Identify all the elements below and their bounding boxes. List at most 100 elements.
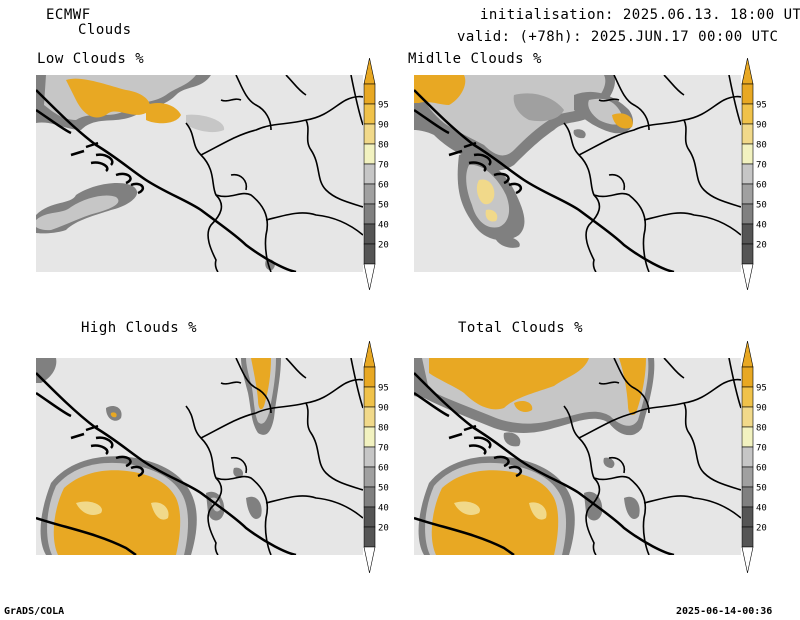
colorbar-middle: 95 90 80 70 60 50 40 20	[740, 57, 767, 291]
colorbar-bottom-arrow	[363, 546, 376, 574]
colorbar-label: 70	[378, 444, 389, 454]
colorbar-top-arrow	[363, 57, 376, 85]
colorbar-segment	[363, 243, 376, 265]
colorbar-segment	[741, 526, 754, 548]
footer-left: GrADS/COLA	[4, 606, 65, 617]
colorbar-segment	[741, 466, 754, 488]
colorbar-segment	[741, 163, 754, 185]
colorbar-label: 90	[756, 121, 767, 131]
colorbar-label: 70	[756, 161, 767, 171]
colorbar-label: 80	[378, 424, 389, 434]
colorbar-segment	[741, 366, 754, 388]
colorbar-segment	[363, 103, 376, 125]
colorbar-segment	[363, 426, 376, 448]
colorbar-segment	[363, 163, 376, 185]
valid-time: valid: (+78h): 2025.JUN.17 00:00 UTC	[457, 29, 779, 45]
colorbar-segment	[363, 406, 376, 428]
colorbar-svg: 95 90 80 70 60 50 40 20	[363, 57, 389, 291]
colorbar-label: 95	[378, 101, 389, 111]
colorbar-top-arrow	[741, 57, 754, 85]
colorbar-label: 80	[756, 141, 767, 151]
colorbar-top-arrow	[363, 340, 376, 368]
colorbar-segment	[741, 123, 754, 145]
colorbar-label: 50	[378, 484, 389, 494]
colorbar-label: 60	[756, 464, 767, 474]
colorbar-label: 20	[756, 524, 767, 534]
model-name: ECMWF	[46, 7, 91, 23]
colorbar-segment	[741, 506, 754, 528]
colorbar-label: 70	[378, 161, 389, 171]
colorbar-segment	[741, 83, 754, 105]
colorbar-segment	[363, 83, 376, 105]
colorbar-top-arrow	[741, 340, 754, 368]
middle-clouds-map	[414, 75, 741, 272]
colorbar-segment	[741, 183, 754, 205]
colorbar-segment	[363, 366, 376, 388]
colorbar-segment	[363, 386, 376, 408]
footer-right: 2025-06-14-00:36	[676, 606, 773, 617]
colorbar-label: 60	[756, 181, 767, 191]
colorbar-label: 50	[756, 484, 767, 494]
colorbar-label: 80	[378, 141, 389, 151]
colorbar-label: 40	[756, 221, 767, 231]
panel-title-low: Low Clouds %	[37, 51, 145, 67]
colorbar-svg: 95 90 80 70 60 50 40 20	[741, 57, 767, 291]
colorbar-bottom-arrow	[741, 263, 754, 291]
colorbar-label: 95	[756, 384, 767, 394]
colorbar-segment	[741, 143, 754, 165]
colorbar-segment	[741, 386, 754, 408]
colorbar-label: 40	[378, 221, 389, 231]
colorbar-segment	[363, 486, 376, 508]
colorbar-segment	[363, 203, 376, 225]
panel-title-high: High Clouds %	[81, 320, 198, 336]
init-time: initialisation: 2025.06.13. 18:00 UTC	[480, 7, 800, 23]
colorbar-svg: 95 90 80 70 60 50 40 20	[363, 340, 389, 574]
colorbar-svg: 95 90 80 70 60 50 40 20	[741, 340, 767, 574]
low-clouds-map	[36, 75, 363, 272]
colorbar-segment	[741, 406, 754, 428]
colorbar-label: 50	[756, 201, 767, 211]
colorbar-bottom-arrow	[363, 263, 376, 291]
colorbar-segment	[363, 123, 376, 145]
colorbar-label: 90	[756, 404, 767, 414]
colorbar-segment	[741, 446, 754, 468]
colorbar-label: 70	[756, 444, 767, 454]
colorbar-segment	[741, 486, 754, 508]
colorbar-label: 95	[756, 101, 767, 111]
high-clouds-map	[36, 358, 363, 555]
colorbar-segment	[363, 446, 376, 468]
colorbar-segment	[741, 223, 754, 245]
colorbar-segment	[363, 526, 376, 548]
panel-title-middle: Midlle Clouds %	[408, 51, 542, 67]
colorbar-low: 95 90 80 70 60 50 40 20	[362, 57, 389, 291]
colorbar-label: 20	[756, 241, 767, 251]
colorbar-segment	[741, 426, 754, 448]
colorbar-bottom-arrow	[741, 546, 754, 574]
colorbar-label: 40	[756, 504, 767, 514]
map-panel-low	[36, 75, 363, 272]
colorbar-high: 95 90 80 70 60 50 40 20	[362, 340, 389, 574]
colorbar-label: 60	[378, 181, 389, 191]
colorbar-segment	[741, 103, 754, 125]
colorbar-label: 40	[378, 504, 389, 514]
colorbar-segment	[363, 183, 376, 205]
colorbar-label: 80	[756, 424, 767, 434]
map-panel-middle	[414, 75, 741, 272]
colorbar-segment	[363, 223, 376, 245]
colorbar-total: 95 90 80 70 60 50 40 20	[740, 340, 767, 574]
panel-title-total: Total Clouds %	[458, 320, 584, 336]
colorbar-segment	[741, 203, 754, 225]
colorbar-segment	[363, 143, 376, 165]
colorbar-segment	[363, 506, 376, 528]
product-name: Clouds	[78, 22, 132, 38]
colorbar-segment	[363, 466, 376, 488]
colorbar-label: 95	[378, 384, 389, 394]
colorbar-label: 20	[378, 524, 389, 534]
map-panel-high	[36, 358, 363, 555]
colorbar-label: 90	[378, 404, 389, 414]
colorbar-label: 50	[378, 201, 389, 211]
colorbar-label: 90	[378, 121, 389, 131]
total-clouds-map	[414, 358, 741, 555]
colorbar-label: 20	[378, 241, 389, 251]
colorbar-label: 60	[378, 464, 389, 474]
